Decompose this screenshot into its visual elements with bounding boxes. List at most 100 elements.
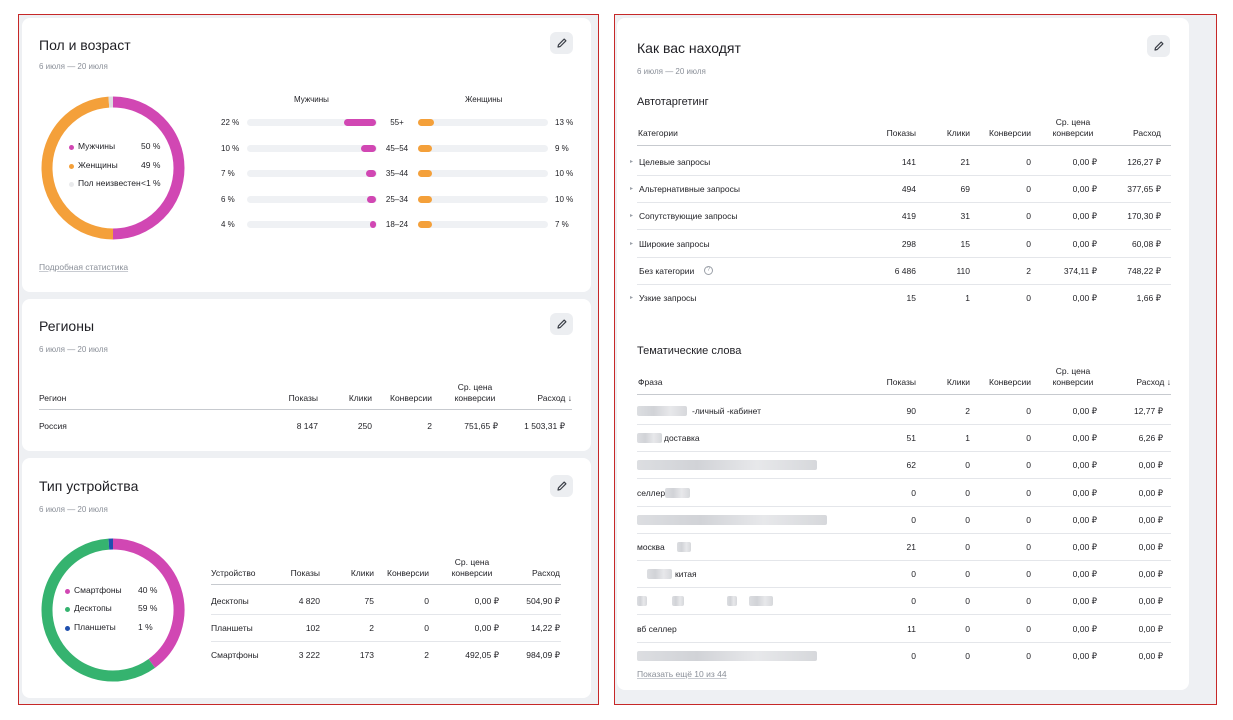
col-clicks[interactable]: Клики <box>946 377 970 387</box>
cell-clicks: 0 <box>965 596 970 607</box>
gender-donut-chart <box>41 96 185 240</box>
detailed-stats-link[interactable]: Подробная статистика <box>39 262 129 272</box>
legend-desktops-value: 59 % <box>138 603 158 613</box>
cell-impressions: 62 <box>906 460 916 471</box>
cell-conversions: 0 <box>424 623 429 633</box>
row-divider <box>211 614 561 615</box>
expand-caret-icon[interactable]: ▸ <box>630 186 634 193</box>
donut-segment-desktops <box>41 538 156 682</box>
legend-smartphones-value: 40 % <box>138 585 158 595</box>
women-bar-track <box>418 119 548 126</box>
cell-avg-price: 751,65 ₽ <box>464 421 498 431</box>
devices-period: 6 июля — 20 июля <box>39 505 108 514</box>
show-more-link[interactable]: Показать ещё 10 из 44 <box>637 669 727 679</box>
men-column-header: Мужчины <box>294 95 329 104</box>
edit-button[interactable] <box>550 313 573 335</box>
men-bar-track <box>247 144 377 152</box>
col-avg-price-line1[interactable]: Ср. цена <box>454 557 490 567</box>
row-divider <box>637 202 1171 204</box>
cell-avg-price: 0,00 ₽ <box>1072 514 1097 525</box>
expand-caret-icon[interactable]: ▸ <box>630 295 634 301</box>
cell-impressions: 3 222 <box>298 650 320 660</box>
redacted-text <box>637 596 647 607</box>
women-age-bar <box>418 221 432 228</box>
women-bar-track <box>418 195 548 203</box>
cell-impressions: 0 <box>911 514 916 525</box>
header-divider <box>637 394 1171 395</box>
edit-button[interactable] <box>550 475 573 497</box>
col-conversions[interactable]: Конверсии <box>989 377 1031 387</box>
row-divider <box>637 256 1171 258</box>
col-spend[interactable]: Расход ↓ <box>537 393 572 403</box>
cell-avg-price: 0,00 ₽ <box>1072 406 1097 416</box>
cell-spend: 377,65 ₽ <box>1127 184 1161 195</box>
row-divider <box>637 451 1171 453</box>
cell-conversions: 0 <box>1026 433 1031 444</box>
cell-conversions: 0 <box>1026 542 1031 552</box>
col-avg-price-line2[interactable]: конверсии <box>1052 128 1094 138</box>
desktops-legend-dot <box>65 607 70 612</box>
women-bar-track <box>418 221 548 228</box>
cell-category: Сопутствующие запросы <box>639 211 738 222</box>
col-clicks[interactable]: Клики <box>350 568 374 578</box>
cell-clicks: 69 <box>960 184 970 195</box>
col-avg-price-line1[interactable]: Ср. цена <box>457 382 493 392</box>
women-age-bar <box>418 119 434 126</box>
cell-avg-price: 0,00 ₽ <box>1072 569 1097 580</box>
cell-impressions: 141 <box>901 157 916 167</box>
col-impressions[interactable]: Показы <box>288 393 318 403</box>
row-divider <box>637 283 1171 285</box>
cell-impressions: 51 <box>906 433 916 444</box>
row-divider <box>637 505 1171 507</box>
cell-clicks: 0 <box>965 623 970 634</box>
redacted-text <box>672 596 684 607</box>
col-avg-price-line2[interactable]: конверсии <box>1052 377 1094 387</box>
men-age-percent: 10 % <box>221 143 240 153</box>
header-divider <box>39 409 572 410</box>
edit-button[interactable] <box>550 32 573 54</box>
cell-conversions: 2 <box>424 650 429 660</box>
search-card: Как вас находят 6 июля — 20 июля Автотар… <box>617 18 1189 690</box>
devices-card: Тип устройства 6 июля — 20 июля Смартфон… <box>22 458 591 698</box>
row-divider <box>637 614 1171 616</box>
search-title: Как вас находят <box>637 40 741 56</box>
cell-clicks: 2 <box>965 406 970 416</box>
edit-button[interactable] <box>1147 35 1170 57</box>
cell-clicks: 0 <box>965 542 970 552</box>
col-conversions[interactable]: Конверсии <box>989 128 1031 138</box>
cell-avg-price: 0,00 ₽ <box>1072 596 1097 607</box>
header-divider <box>211 584 561 585</box>
col-impressions[interactable]: Показы <box>886 128 916 138</box>
cell-clicks: 0 <box>965 650 970 661</box>
women-bar-track <box>418 170 548 177</box>
col-impressions[interactable]: Показы <box>886 377 916 387</box>
expand-caret-icon[interactable]: ▸ <box>630 159 634 165</box>
row-divider <box>637 478 1171 480</box>
cell-phrase: доставка <box>664 433 700 444</box>
col-avg-price-line1[interactable]: Ср. цена <box>1055 117 1091 127</box>
col-clicks[interactable]: Клики <box>348 393 372 403</box>
col-clicks[interactable]: Клики <box>946 128 970 138</box>
row-divider <box>637 229 1171 231</box>
cell-impressions: 494 <box>901 184 916 195</box>
col-spend[interactable]: Расход ↓ <box>1136 377 1171 387</box>
col-spend[interactable]: Расход <box>1132 128 1161 138</box>
cell-spend: 60,08 ₽ <box>1131 238 1161 249</box>
col-spend[interactable]: Расход <box>531 568 560 578</box>
cell-clicks: 0 <box>965 514 970 525</box>
col-avg-price-line1[interactable]: Ср. цена <box>1055 366 1091 376</box>
age-group-label: 18–24 <box>385 220 409 229</box>
expand-caret-icon[interactable]: ▸ <box>630 213 634 220</box>
regions-card: Регионы 6 июля — 20 июля Регион Показы К… <box>22 299 591 451</box>
cell-category: Без категории <box>639 265 695 276</box>
col-conversions[interactable]: Конверсии <box>387 568 429 578</box>
redacted-text <box>727 596 737 607</box>
expand-caret-icon[interactable]: ▸ <box>630 240 634 247</box>
col-conversions[interactable]: Конверсии <box>390 393 432 403</box>
col-avg-price-line2[interactable]: конверсии <box>454 393 496 403</box>
col-avg-price-line2[interactable]: конверсии <box>451 568 493 578</box>
col-impressions[interactable]: Показы <box>290 568 320 578</box>
pencil-icon <box>1153 41 1163 51</box>
cell-device: Планшеты <box>211 623 253 633</box>
help-icon[interactable]: ? <box>704 265 713 275</box>
